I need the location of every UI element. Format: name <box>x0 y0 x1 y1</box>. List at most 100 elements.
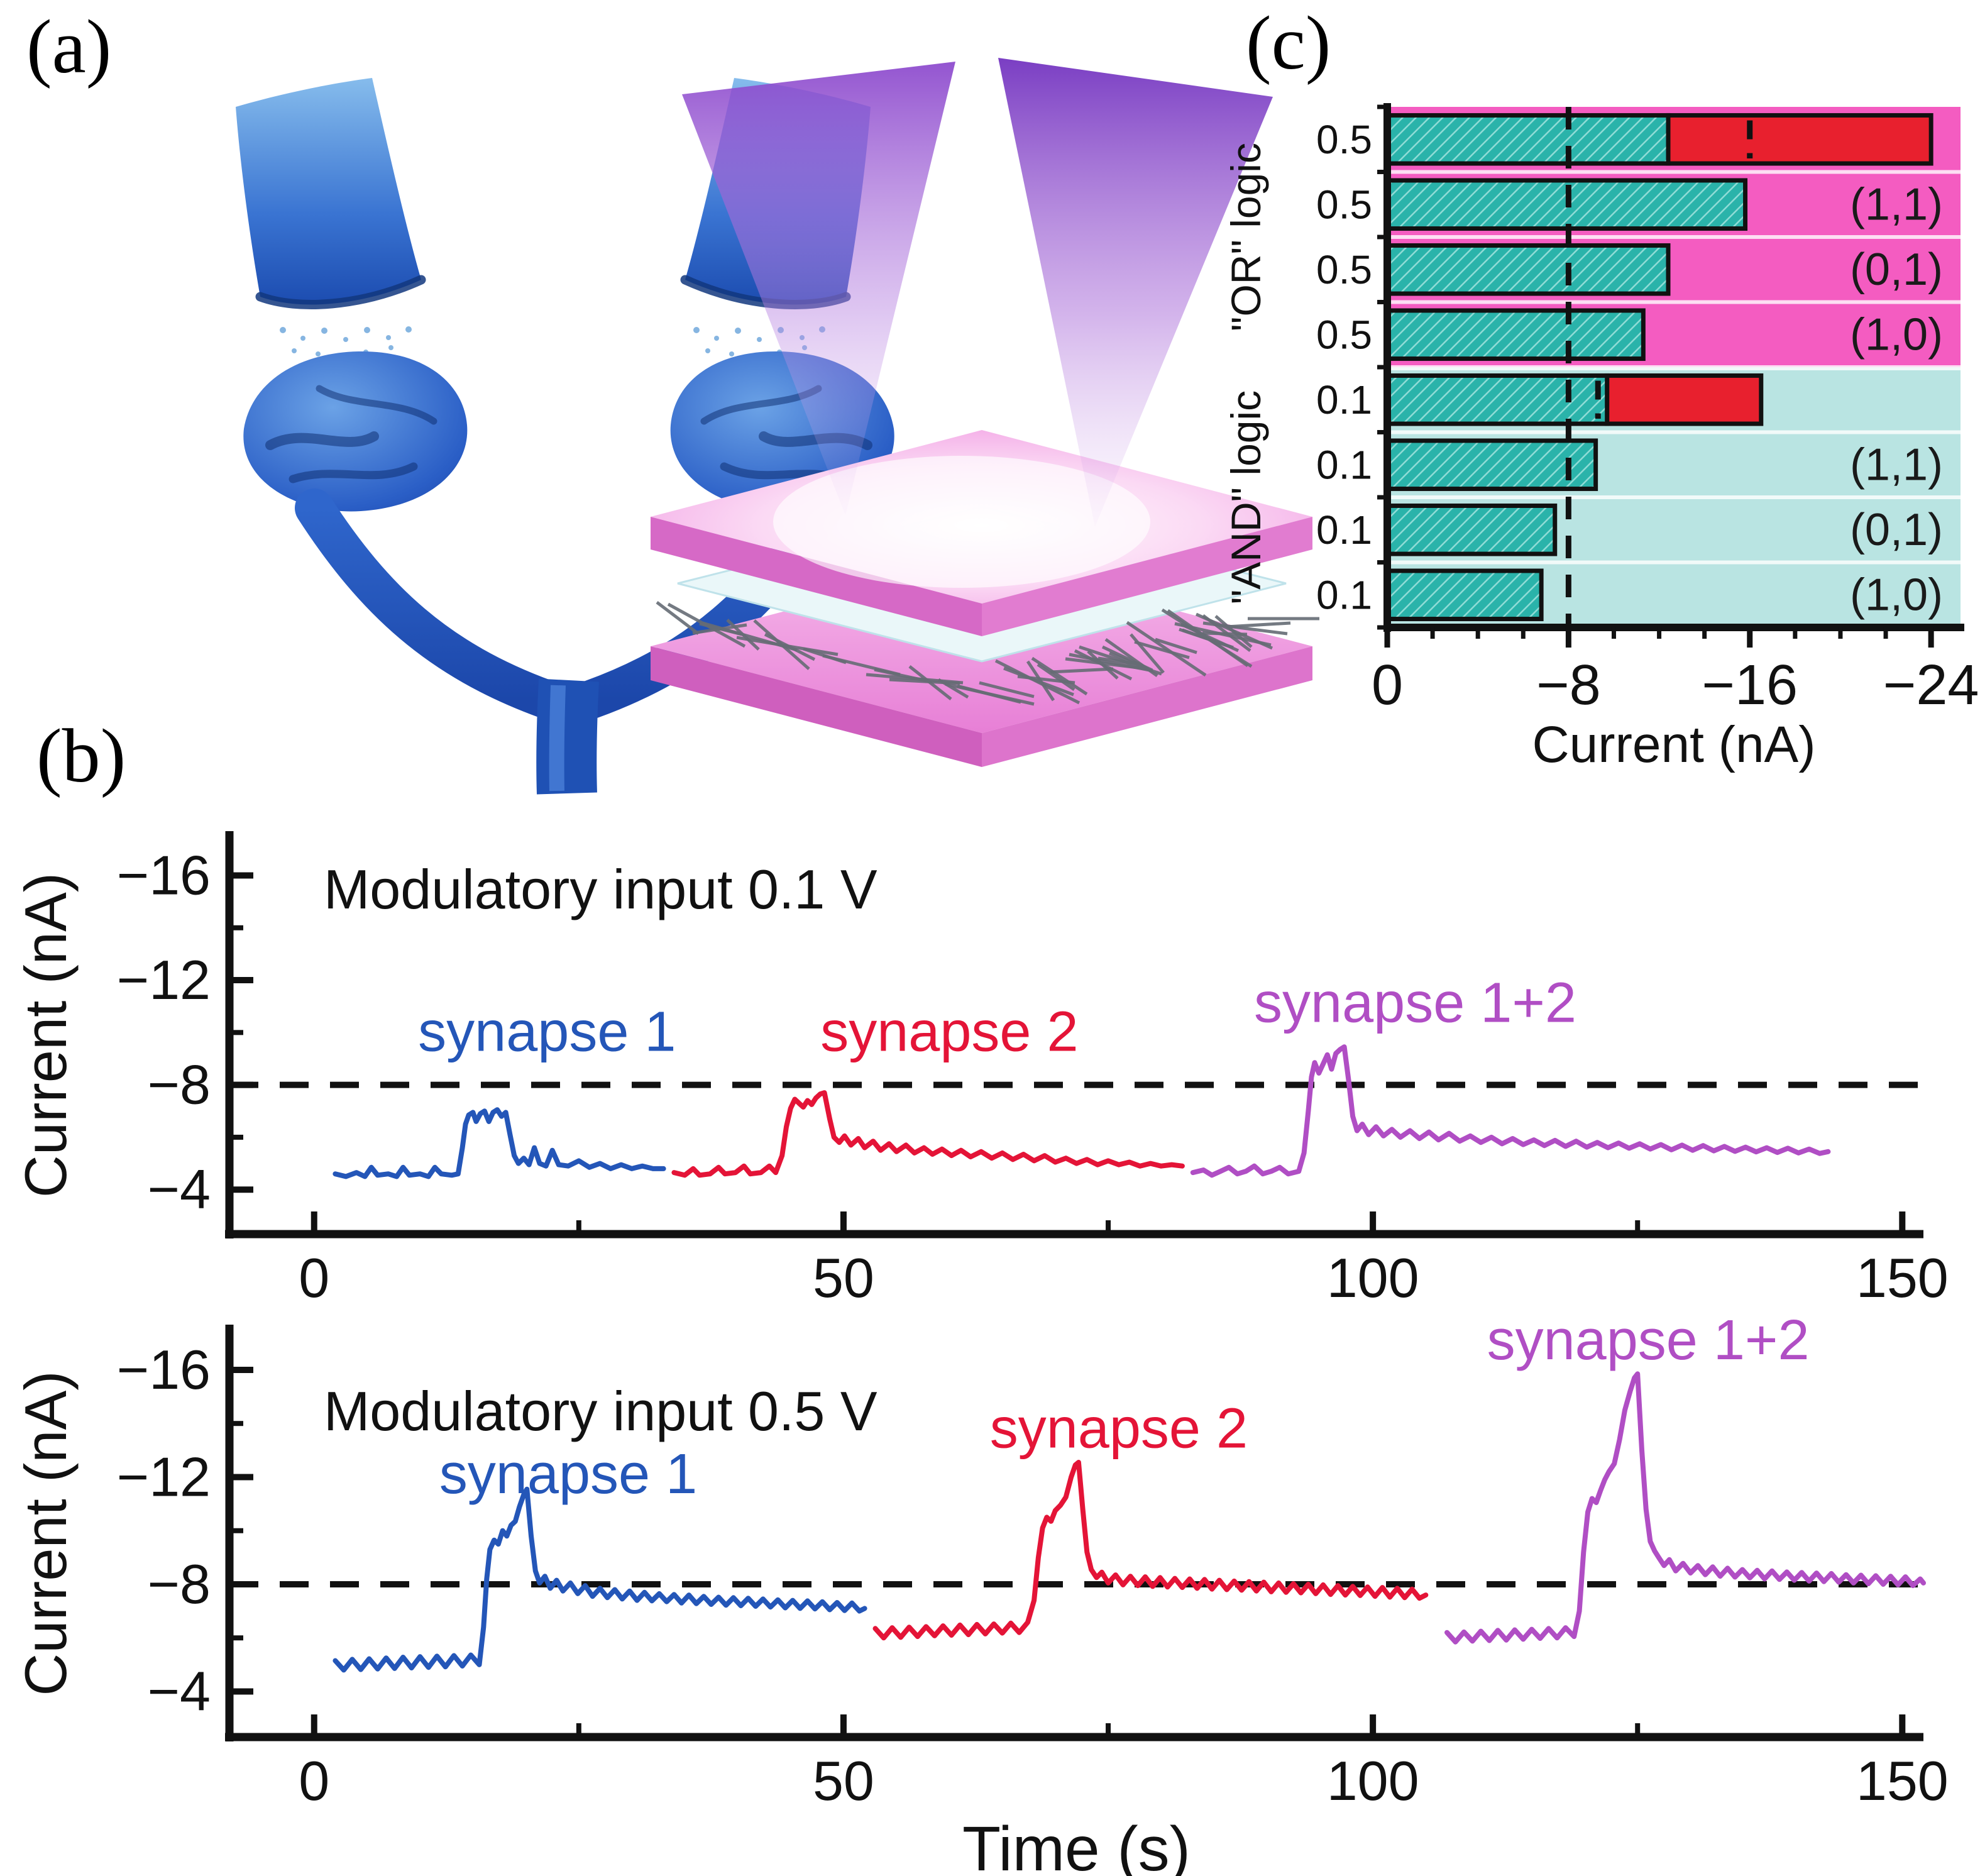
trace-synapse-1+2 <box>1190 1044 1831 1178</box>
panel-c-label: (c) <box>1246 1 1331 86</box>
row-separator <box>1387 365 1961 370</box>
x-axis-title: Time (s) <box>962 1814 1191 1876</box>
nanowire <box>1026 660 1055 702</box>
row-annotation: (1,1) <box>1850 179 1943 229</box>
chart-title: Modulatory input 0.5 V <box>324 1380 877 1442</box>
presynaptic-terminal-left <box>236 78 421 305</box>
row-separator <box>1387 560 1961 565</box>
trace-label: synapse 1 <box>439 1443 697 1506</box>
y-tick-label: −4 <box>148 1660 211 1723</box>
trace-label: synapse 1+2 <box>1254 972 1576 1035</box>
y-tick-label: −12 <box>117 1445 211 1508</box>
bar-teal <box>1385 438 1598 492</box>
x-tick-label: 0 <box>299 1750 329 1812</box>
bar-red-sum <box>1666 113 1933 166</box>
y-tick-label: −12 <box>117 949 211 1011</box>
x-tick-label: 100 <box>1327 1750 1419 1812</box>
y-tick-label: −16 <box>117 1338 211 1401</box>
dendrite-trunk <box>536 678 599 795</box>
nanowire <box>1104 637 1158 678</box>
panel-b-top-chart: 0 50 100 150 −4 −8 −12 −16 synapse 1 synapse 2 syn… <box>13 831 1949 1309</box>
uv-light-beams <box>682 58 1273 527</box>
x-tick-label: 150 <box>1856 1247 1949 1309</box>
nanowire <box>1226 621 1291 629</box>
panel-a-illustration <box>236 58 1319 795</box>
nanowire <box>1126 621 1207 677</box>
y-tick-label: −16 <box>117 844 211 906</box>
presynaptic-rim-left <box>255 275 426 309</box>
row-tick-label: 0.5 <box>1316 247 1372 292</box>
bar-teal <box>1385 308 1646 361</box>
bar-teal <box>1385 373 1610 426</box>
group-label: "OR" logic <box>1223 143 1269 331</box>
y-axis-title: Current (nA) <box>13 873 79 1198</box>
y-tick-label: −8 <box>148 1054 211 1116</box>
x-tick-label: 50 <box>813 1247 874 1309</box>
row-tick-label: 0.1 <box>1316 442 1372 487</box>
panel-a-label: (a) <box>26 4 112 89</box>
row-annotation: (1,0) <box>1850 309 1943 360</box>
bar-teal <box>1385 568 1544 622</box>
nanowire <box>1037 663 1075 692</box>
x-tick-label: 100 <box>1327 1247 1419 1309</box>
row-tick-label: 0.1 <box>1316 507 1372 553</box>
trace-synapse-1 <box>333 1107 666 1179</box>
chart-title: Modulatory input 0.1 V <box>324 858 877 920</box>
panel-b-bottom-chart: 0 50 100 150 −4 −8 −12 −16 synapse 1 synapse 2 syn… <box>13 1309 1949 1876</box>
trace-synapse-1 <box>333 1486 867 1673</box>
row-tick-label: 0.1 <box>1316 572 1372 617</box>
nanowire <box>1202 621 1288 636</box>
trace-synapse-1+2 <box>1444 1371 1926 1645</box>
x-tick-label: 150 <box>1856 1750 1949 1812</box>
nanowire <box>1031 656 1088 696</box>
x-axis-title: Current (nA) <box>1532 716 1815 773</box>
trace-label: synapse 2 <box>820 1000 1078 1063</box>
row-annotation: (0,1) <box>1850 245 1943 295</box>
nanowire <box>656 601 700 635</box>
silver-nanowire-network <box>656 601 1319 706</box>
x-tick-label: 0 <box>1372 654 1403 717</box>
nanowire <box>979 681 1035 698</box>
device-illustration <box>651 58 1319 767</box>
row-tick-label: 0.5 <box>1316 182 1372 227</box>
x-tick-label: −8 <box>1536 654 1601 717</box>
row-annotation: (1,1) <box>1850 439 1943 490</box>
row-tick-label: 0.5 <box>1316 312 1372 357</box>
dendrite-stalk-left <box>295 488 565 719</box>
light-beam-right <box>998 58 1273 527</box>
nanowire <box>994 659 1081 705</box>
nanowire <box>1097 656 1138 666</box>
postsynaptic-head-left <box>243 351 468 512</box>
row-annotation: (1,0) <box>1850 570 1943 620</box>
nanowire <box>1180 622 1240 653</box>
trace-synapse-2 <box>671 1090 1185 1178</box>
row-separator <box>1387 300 1961 304</box>
y-axis-title: Current (nA) <box>13 1371 79 1696</box>
panel-b-label: (b) <box>36 714 126 798</box>
light-glow <box>773 456 1150 588</box>
row-annotation: (0,1) <box>1850 505 1943 555</box>
x-tick-label: −16 <box>1702 654 1798 717</box>
bar-teal <box>1385 113 1671 166</box>
x-tick-label: 0 <box>299 1247 329 1309</box>
nanowire <box>889 678 960 685</box>
nanowire <box>1155 637 1197 654</box>
nanowire <box>945 682 1035 706</box>
row-separator <box>1387 170 1961 174</box>
row-separator <box>1387 235 1961 239</box>
trace-label: synapse 2 <box>990 1398 1248 1460</box>
row-separator <box>1387 495 1961 499</box>
x-tick-label: −24 <box>1883 654 1979 717</box>
trace-label: synapse 1+2 <box>1487 1309 1810 1372</box>
dendrite-trunk-highlight <box>549 685 566 792</box>
nanowire <box>1130 633 1165 674</box>
bar-teal <box>1385 243 1671 296</box>
bar-teal <box>1385 503 1558 556</box>
row-separator <box>1387 430 1961 434</box>
y-tick-label: −8 <box>148 1553 211 1615</box>
x-tick-label: 50 <box>813 1750 874 1812</box>
nanowire <box>1065 657 1149 671</box>
top-electrode-slab <box>651 430 1312 636</box>
head-marbling-left <box>265 385 437 483</box>
